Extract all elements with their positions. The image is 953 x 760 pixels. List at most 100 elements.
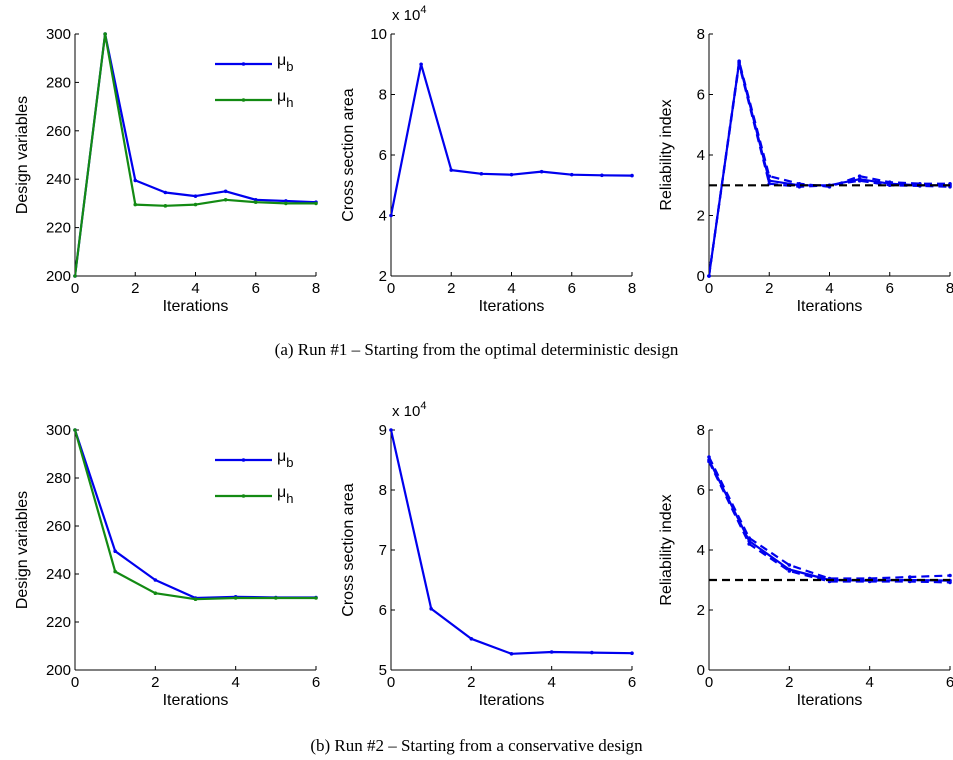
x-axis-label: Iterations [163,692,229,709]
data-point [737,62,741,67]
data-point [737,59,741,64]
data-point [73,428,77,432]
y-tick-label: 280 [46,470,71,487]
data-point [233,596,238,600]
data-point [509,172,514,177]
data-point [314,201,318,206]
y-tick-label: 220 [46,220,71,237]
data-point [509,652,514,656]
caption-run-2: (b) Run #2 – Starting from a conservativ… [310,736,643,755]
x-tick-label: 4 [547,674,555,691]
axis-multiplier: x 104 [392,400,426,420]
y-tick-label: 2 [697,208,705,225]
data-point [908,575,912,579]
y-tick-label: 8 [379,482,387,499]
x-tick-label: 4 [191,280,199,297]
y-tick-label: 4 [697,542,705,559]
y-tick-label: 6 [697,482,705,499]
x-tick-label: 8 [628,280,636,297]
x-axis-label: Iterations [163,298,229,315]
data-point [389,213,393,218]
legend-label-subscript: b [286,59,293,74]
x-tick-label: 2 [785,674,793,691]
legend-label: μb [277,52,293,74]
x-tick-label: 4 [231,674,239,691]
y-axis-label: Reliability index [658,99,675,210]
legend-label: μb [277,448,293,470]
data-point [284,201,288,206]
data-point [223,197,228,202]
data-point [747,542,751,546]
data-point [133,178,138,183]
y-axis-label: Cross section area [340,483,357,616]
chart-panel-1: 0 2 4 6 8 200 220 240 260 280 300 Iterations Design … [14,26,320,315]
y-tick-label: 10 [370,26,387,43]
caption-run-1: (a) Run #1 – Starting from the optimal d… [274,340,679,359]
x-tick-label: 2 [447,280,455,297]
x-tick-label: 0 [387,280,395,297]
y-tick-label: 8 [697,26,705,43]
y-axis-label: Cross section area [340,88,357,221]
data-point [707,455,711,459]
y-tick-label: 8 [379,87,387,104]
x-tick-label: 0 [387,674,395,691]
series-line-2 [709,60,950,277]
data-point [469,637,474,641]
data-point [73,274,77,278]
data-point [630,651,634,655]
chart-panel-6: 0 2 4 6 0 2 4 6 8 Iterations Reliability index [658,422,953,709]
x-tick-label: 2 [151,674,159,691]
y-tick-label: 7 [379,542,387,559]
data-point [747,539,751,543]
y-tick-label: 2 [379,268,387,285]
legend-label-subscript: b [286,455,293,470]
data-point [253,200,258,204]
chart-panel-5: 0 2 4 6 5 6 7 8 9 Iterations Cross section area x 1… [340,400,636,709]
data-point [857,174,862,178]
y-tick-label: 6 [697,87,705,104]
axis-multiplier: x 104 [392,4,426,24]
y-tick-label: 4 [697,147,705,164]
data-point [479,171,484,176]
data-point [887,183,892,188]
x-tick-label: 4 [825,280,833,297]
y-tick-label: 240 [46,171,71,188]
data-point [223,189,228,194]
chart-panel-4: 0 2 4 6 200 220 240 260 280 300 Iterations Design v… [14,422,320,709]
data-point [948,573,952,578]
data-point [747,536,751,540]
legend-label: μh [277,484,293,506]
y-tick-label: 2 [697,602,705,619]
legend-marker [241,458,246,462]
data-point [314,596,318,600]
data-point [857,178,862,183]
x-tick-label: 6 [946,674,953,691]
legend-marker [241,62,246,66]
data-point [153,578,158,582]
series-line-1 [391,429,632,655]
y-tick-label: 6 [379,602,387,619]
data-point [193,202,198,207]
data-point [549,650,554,654]
series-line-2 [709,456,950,580]
x-axis-label: Iterations [797,692,863,709]
legend-label-subscript: h [286,491,293,506]
axis-multiplier-exponent: 4 [420,4,426,16]
legend-label: μh [277,88,293,110]
y-tick-label: 4 [379,208,387,225]
x-tick-label: 6 [568,280,576,297]
x-tick-label: 0 [705,674,713,691]
legend-marker [241,494,246,498]
series-line-1 [391,63,632,216]
data-point [948,580,952,585]
data-point [707,459,711,464]
data-point [153,591,158,595]
data-point [389,428,393,432]
series-line-3 [709,461,950,584]
data-point [539,169,544,174]
series-line-3 [709,63,950,277]
data-point [113,549,117,553]
x-axis-label: Iterations [797,298,863,315]
